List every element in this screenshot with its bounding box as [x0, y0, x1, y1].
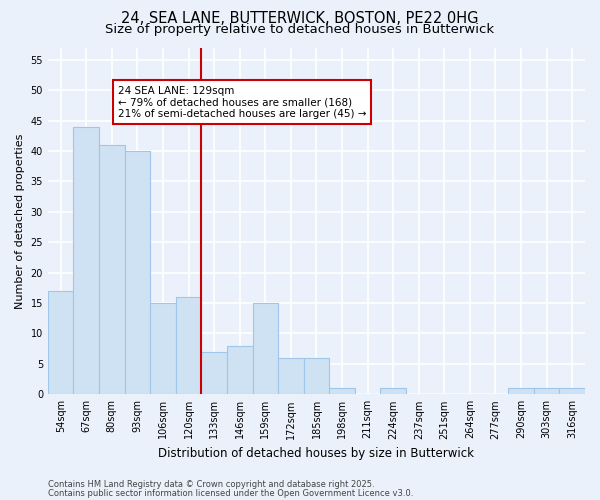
Bar	[559, 388, 585, 394]
Text: Size of property relative to detached houses in Butterwick: Size of property relative to detached ho…	[106, 22, 494, 36]
Bar	[329, 388, 355, 394]
Text: Contains HM Land Registry data © Crown copyright and database right 2025.: Contains HM Land Registry data © Crown c…	[48, 480, 374, 489]
Bar	[73, 126, 99, 394]
Bar	[508, 388, 534, 394]
Text: Contains public sector information licensed under the Open Government Licence v3: Contains public sector information licen…	[48, 488, 413, 498]
Bar	[176, 297, 202, 394]
Bar	[227, 346, 253, 395]
Bar	[304, 358, 329, 395]
Bar	[534, 388, 559, 394]
Bar	[150, 303, 176, 394]
X-axis label: Distribution of detached houses by size in Butterwick: Distribution of detached houses by size …	[158, 447, 475, 460]
Bar	[48, 291, 73, 395]
Bar	[99, 145, 125, 394]
Bar	[278, 358, 304, 395]
Y-axis label: Number of detached properties: Number of detached properties	[15, 133, 25, 308]
Text: 24, SEA LANE, BUTTERWICK, BOSTON, PE22 0HG: 24, SEA LANE, BUTTERWICK, BOSTON, PE22 0…	[121, 11, 479, 26]
Bar	[380, 388, 406, 394]
Bar	[253, 303, 278, 394]
Bar	[125, 151, 150, 394]
Text: 24 SEA LANE: 129sqm
← 79% of detached houses are smaller (168)
21% of semi-detac: 24 SEA LANE: 129sqm ← 79% of detached ho…	[118, 86, 366, 119]
Bar	[202, 352, 227, 395]
